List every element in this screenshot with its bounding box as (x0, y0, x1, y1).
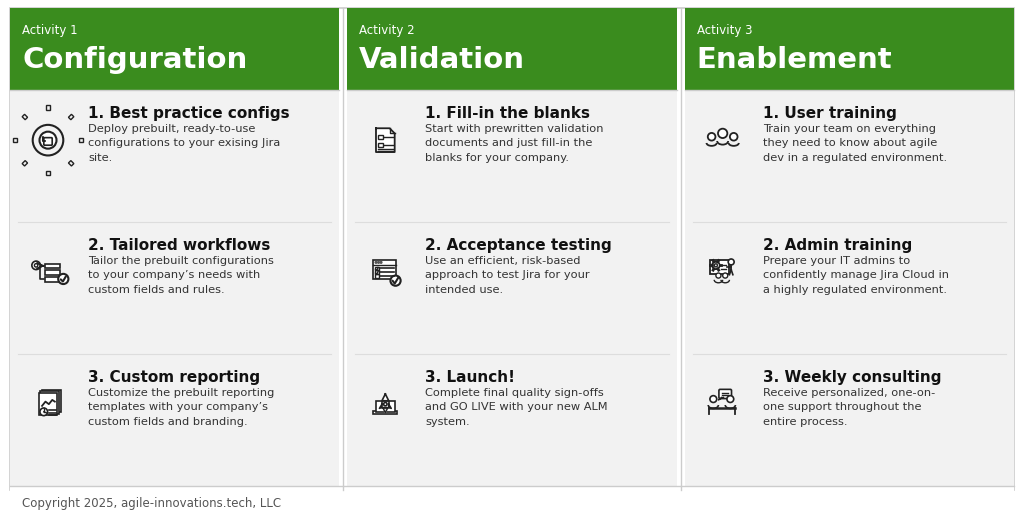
Circle shape (716, 273, 721, 278)
Circle shape (378, 262, 379, 263)
Text: Activity 1: Activity 1 (22, 24, 78, 37)
Circle shape (58, 274, 69, 284)
Polygon shape (23, 114, 28, 120)
Text: Copyright 2025, agile-innovations.tech, LLC: Copyright 2025, agile-innovations.tech, … (22, 497, 282, 511)
Text: Tailor the prebuilt configurations
to your company’s needs with
custom fields an: Tailor the prebuilt configurations to yo… (88, 256, 273, 295)
Text: 1. User training: 1. User training (763, 106, 897, 121)
Polygon shape (46, 105, 50, 110)
Text: Configuration: Configuration (22, 46, 247, 74)
Circle shape (715, 264, 718, 267)
Polygon shape (23, 161, 28, 166)
Circle shape (375, 262, 377, 263)
Circle shape (712, 262, 720, 269)
Text: Activity 2: Activity 2 (359, 24, 415, 37)
FancyBboxPatch shape (39, 393, 57, 415)
Polygon shape (79, 138, 83, 142)
Circle shape (40, 408, 47, 416)
FancyBboxPatch shape (10, 90, 339, 486)
Circle shape (384, 402, 387, 406)
Circle shape (390, 276, 400, 286)
Text: 2. Acceptance testing: 2. Acceptance testing (425, 238, 612, 253)
Text: 1. Best practice configs: 1. Best practice configs (88, 106, 290, 121)
Circle shape (40, 132, 56, 149)
Polygon shape (13, 138, 17, 142)
Circle shape (723, 273, 728, 278)
Circle shape (728, 259, 734, 265)
Polygon shape (69, 114, 74, 120)
Polygon shape (376, 128, 394, 152)
Text: Prepare your IT admins to
confidently manage Jira Cloud in
a highly regulated en: Prepare your IT admins to confidently ma… (763, 256, 948, 295)
Text: 2. Tailored workflows: 2. Tailored workflows (88, 238, 270, 253)
FancyBboxPatch shape (685, 90, 1014, 486)
Text: Use an efficient, risk-based
approach to test Jira for your
intended use.: Use an efficient, risk-based approach to… (425, 256, 590, 295)
FancyBboxPatch shape (10, 8, 339, 90)
FancyBboxPatch shape (40, 392, 59, 413)
FancyBboxPatch shape (710, 260, 729, 274)
FancyBboxPatch shape (374, 260, 395, 279)
FancyBboxPatch shape (347, 8, 677, 90)
Circle shape (33, 125, 63, 156)
Text: Validation: Validation (359, 46, 525, 74)
Text: 2. Admin training: 2. Admin training (763, 238, 912, 253)
FancyBboxPatch shape (347, 90, 677, 486)
Polygon shape (379, 404, 382, 408)
Polygon shape (69, 161, 74, 166)
Text: Deploy prebuilt, ready-to-use
configurations to your exising Jira
site.: Deploy prebuilt, ready-to-use configurat… (88, 124, 281, 163)
FancyBboxPatch shape (44, 138, 52, 145)
Text: Enablement: Enablement (696, 46, 892, 74)
Text: Train your team on everything
they need to know about agile
dev in a regulated e: Train your team on everything they need … (763, 124, 947, 163)
FancyBboxPatch shape (719, 389, 731, 399)
Circle shape (730, 133, 737, 140)
Circle shape (32, 261, 40, 269)
FancyBboxPatch shape (10, 8, 1014, 490)
Text: 3. Weekly consulting: 3. Weekly consulting (763, 370, 941, 385)
FancyBboxPatch shape (45, 277, 59, 281)
Polygon shape (46, 171, 50, 175)
Circle shape (35, 264, 38, 267)
FancyBboxPatch shape (376, 401, 394, 412)
Text: 1. Fill-in the blanks: 1. Fill-in the blanks (425, 106, 590, 121)
FancyBboxPatch shape (374, 411, 397, 414)
Circle shape (708, 133, 716, 140)
Circle shape (710, 396, 717, 402)
Text: 3. Launch!: 3. Launch! (425, 370, 515, 385)
Polygon shape (383, 408, 388, 413)
Text: Complete final quality sign-offs
and GO LIVE with your new ALM
system.: Complete final quality sign-offs and GO … (425, 388, 608, 427)
FancyBboxPatch shape (42, 390, 60, 412)
Polygon shape (382, 394, 389, 401)
Text: Customize the prebuilt reporting
templates with your company’s
custom fields and: Customize the prebuilt reporting templat… (88, 388, 274, 427)
Circle shape (718, 129, 727, 138)
Polygon shape (389, 404, 391, 408)
Text: 3. Custom reporting: 3. Custom reporting (88, 370, 260, 385)
FancyBboxPatch shape (45, 270, 59, 275)
FancyBboxPatch shape (685, 8, 1014, 90)
Circle shape (380, 262, 382, 263)
Text: Start with prewritten validation
documents and just fill-in the
blanks for your : Start with prewritten validation documen… (425, 124, 604, 163)
Text: Receive personalized, one-on-
one support throughout the
entire process.: Receive personalized, one-on- one suppor… (763, 388, 935, 427)
FancyBboxPatch shape (382, 401, 389, 408)
FancyBboxPatch shape (10, 486, 1014, 520)
Circle shape (727, 396, 734, 402)
Text: Activity 3: Activity 3 (696, 24, 753, 37)
FancyBboxPatch shape (45, 264, 59, 268)
